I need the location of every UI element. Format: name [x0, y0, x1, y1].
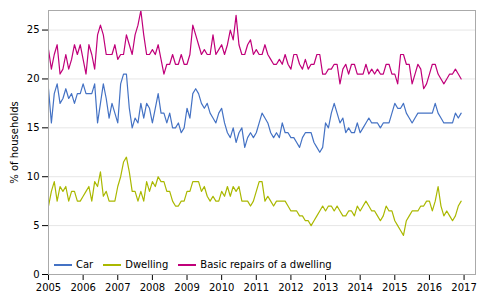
svg-text:15: 15 [27, 122, 40, 133]
svg-text:2012: 2012 [278, 282, 303, 293]
svg-text:25: 25 [27, 24, 40, 35]
svg-text:20: 20 [27, 73, 40, 84]
svg-text:2014: 2014 [347, 282, 372, 293]
svg-text:2010: 2010 [209, 282, 234, 293]
svg-text:2009: 2009 [174, 282, 199, 293]
svg-text:2016: 2016 [417, 282, 442, 293]
svg-text:2008: 2008 [140, 282, 165, 293]
svg-text:2005: 2005 [36, 282, 61, 293]
svg-text:2007: 2007 [105, 282, 130, 293]
html-text:Dwelling: Dwelling [125, 259, 169, 270]
svg-text:5: 5 [33, 220, 39, 231]
svg-text:2015: 2015 [382, 282, 407, 293]
html-text:Car: Car [76, 259, 94, 270]
html-text:Basic repairs of a dwelling: Basic repairs of a dwelling [200, 259, 332, 270]
svg-text:10: 10 [27, 171, 40, 182]
svg-text:2013: 2013 [313, 282, 338, 293]
svg-text:2011: 2011 [244, 282, 269, 293]
svg-text:% of households: % of households [9, 101, 20, 183]
svg-text:2006: 2006 [70, 282, 95, 293]
svg-text:2017: 2017 [451, 282, 476, 293]
svg-text:0: 0 [33, 269, 39, 280]
